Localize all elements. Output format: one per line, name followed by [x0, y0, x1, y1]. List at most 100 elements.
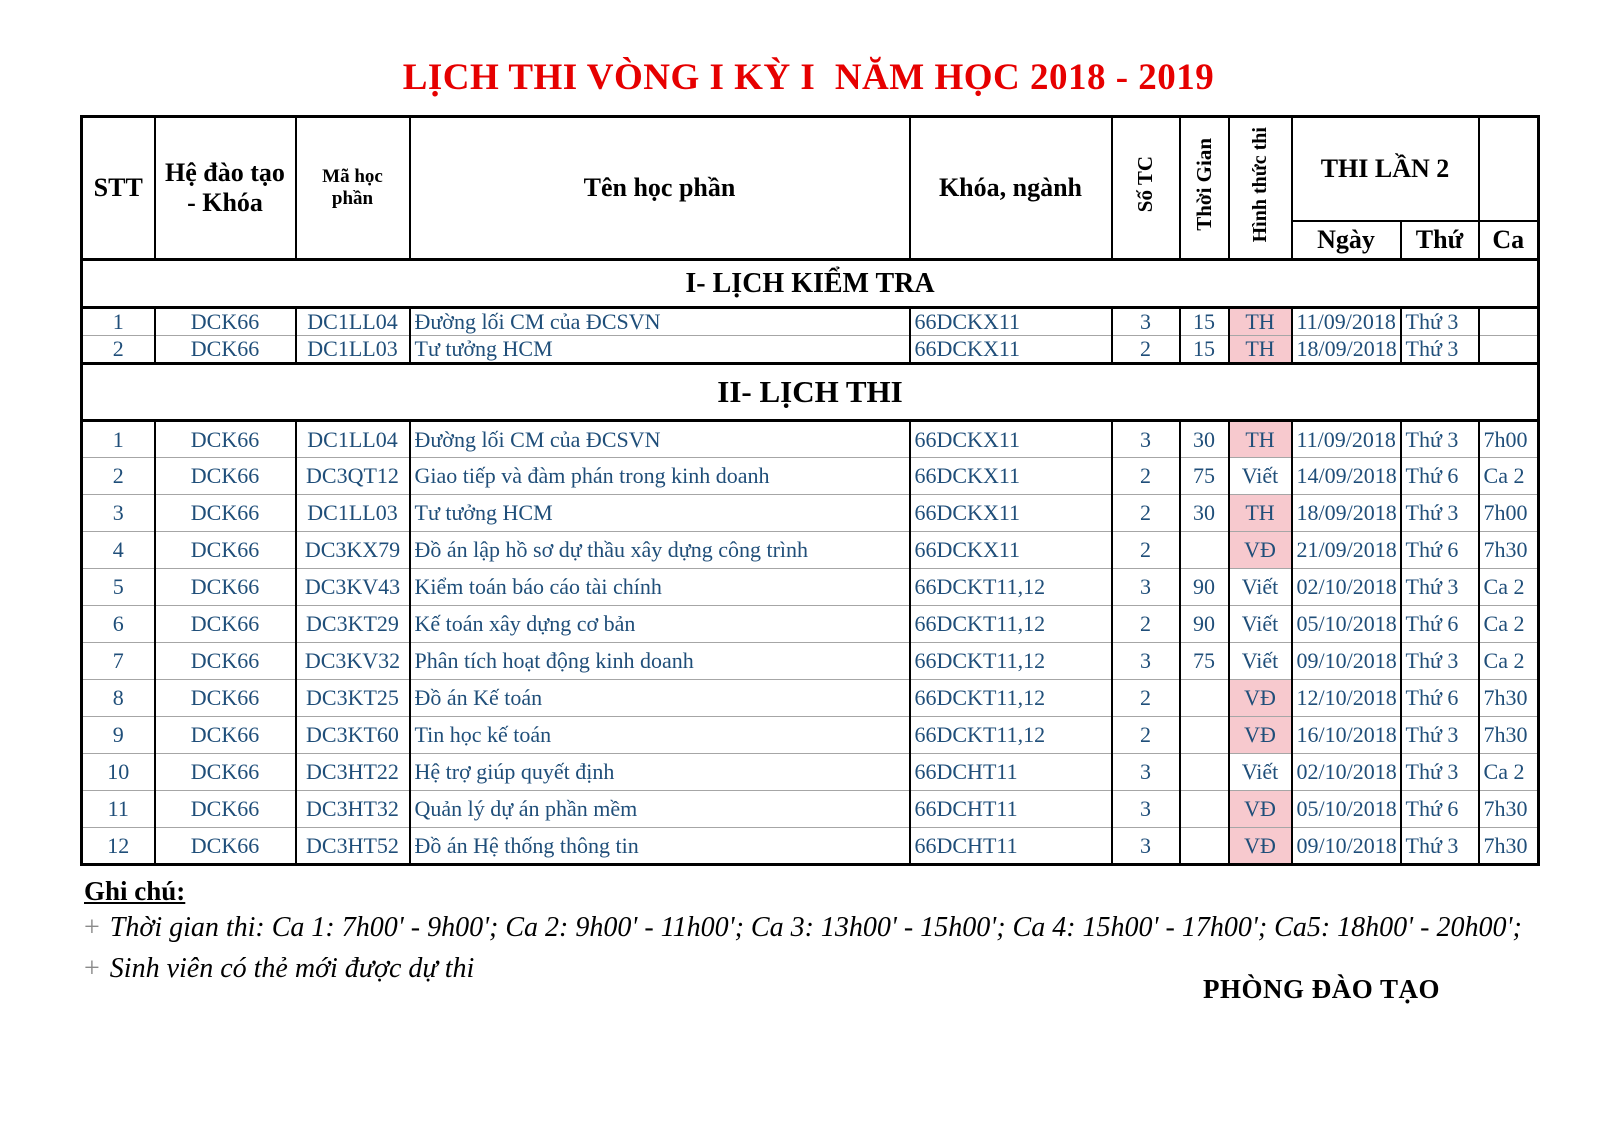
cell-khoa-nganh: 66DCKT11,12 — [908, 605, 1113, 643]
cell-ca: Ca 2 — [1477, 605, 1540, 643]
cell-so-tc: 3 — [1110, 790, 1181, 828]
cell-khoa-nganh: 66DCKX11 — [908, 335, 1113, 364]
table-row: 7 DCK66 DC3KV32 Phân tích hoạt động kinh do… — [80, 642, 1540, 680]
section-band: I- LỊCH KIỂM TRA — [79, 258, 1541, 309]
cell-thu: Thứ 6 — [1399, 531, 1480, 569]
cell-ten-hoc-phan: Tư tưởng HCM — [408, 335, 911, 364]
cell-hinh-thuc: VĐ — [1227, 827, 1293, 865]
cell-ngay: 11/09/2018 — [1290, 307, 1402, 336]
cell-thu: Thứ 6 — [1399, 790, 1480, 828]
cell-thu: Thứ 3 — [1399, 827, 1480, 865]
table-row: 2 DCK66 DC1LL03 Tư tưởng HCM 66DCKX11 2 15 TH 18… — [80, 335, 1540, 364]
cell-stt: 10 — [80, 753, 156, 791]
cell-stt: 8 — [80, 679, 156, 717]
cell-ma-hoc-phan: DC1LL04 — [294, 420, 411, 458]
cell-khoa-nganh: 66DCKT11,12 — [908, 642, 1113, 680]
cell-ten-hoc-phan: Phân tích hoạt động kinh doanh — [408, 642, 911, 680]
cell-ngay: 05/10/2018 — [1290, 790, 1402, 828]
table-row: 4 DCK66 DC3KX79 Đồ án lập hồ sơ dự thầu xây… — [80, 531, 1540, 569]
cell-thu: Thứ 6 — [1399, 679, 1480, 717]
cell-ma-hoc-phan: DC1LL03 — [294, 494, 411, 532]
cell-ngay: 09/10/2018 — [1290, 642, 1402, 680]
cell-ca: 7h00 — [1477, 494, 1540, 532]
cell-khoa-nganh: 66DCHT11 — [908, 753, 1113, 791]
cell-so-tc: 2 — [1110, 457, 1181, 495]
header-thu: Thứ — [1399, 219, 1480, 261]
cell-ten-hoc-phan: Hệ trợ giúp quyết định — [408, 753, 911, 791]
cell-ngay: 14/09/2018 — [1290, 457, 1402, 495]
cell-ma-hoc-phan: DC1LL03 — [294, 335, 411, 364]
cell-khoa-nganh: 66DCKX11 — [908, 457, 1113, 495]
cell-so-tc: 2 — [1110, 605, 1181, 643]
cell-so-tc: 2 — [1110, 531, 1181, 569]
table-row: 1 DCK66 DC1LL04 Đường lối CM của ĐCSVN 66DCK… — [80, 420, 1540, 458]
cell-thoi-gian: 15 — [1178, 307, 1230, 336]
cell-ma-hoc-phan: DC3KV32 — [294, 642, 411, 680]
cell-ten-hoc-phan: Đồ án Hệ thống thông tin — [408, 827, 911, 865]
header-thi-lan-2: THI LẦN 2 — [1290, 115, 1480, 222]
cell-he-dao-tao: DCK66 — [153, 605, 297, 643]
cell-ten-hoc-phan: Đường lối CM của ĐCSVN — [408, 307, 911, 336]
cell-thoi-gian: 30 — [1178, 420, 1230, 458]
cell-ca: 7h30 — [1477, 790, 1540, 828]
cell-ca: 7h30 — [1477, 716, 1540, 754]
cell-ca: Ca 2 — [1477, 568, 1540, 606]
header-ngay: Ngày — [1290, 219, 1402, 261]
cell-so-tc: 3 — [1110, 642, 1181, 680]
cell-ca: Ca 2 — [1477, 642, 1540, 680]
cell-hinh-thuc: VĐ — [1227, 531, 1293, 569]
header-thoi-gian-label: Thời Gian — [1191, 138, 1216, 231]
cell-hinh-thuc: Viết — [1227, 568, 1293, 606]
cell-ngay: 05/10/2018 — [1290, 605, 1402, 643]
cell-so-tc: 3 — [1110, 568, 1181, 606]
cell-thu: Thứ 3 — [1399, 420, 1480, 458]
cell-thoi-gian — [1178, 679, 1230, 717]
cell-he-dao-tao: DCK66 — [153, 531, 297, 569]
cell-so-tc: 2 — [1110, 679, 1181, 717]
table-row: 10 DCK66 DC3HT22 Hệ trợ giúp quyết định 66DC… — [80, 753, 1540, 791]
cell-ngay: 09/10/2018 — [1290, 827, 1402, 865]
cell-thu: Thứ 6 — [1399, 605, 1480, 643]
cell-ten-hoc-phan: Quản lý dự án phần mềm — [408, 790, 911, 828]
cell-thoi-gian — [1178, 827, 1230, 865]
cell-khoa-nganh: 66DCHT11 — [908, 827, 1113, 865]
cell-hinh-thuc: Viết — [1227, 642, 1293, 680]
cell-ca — [1477, 335, 1540, 364]
cell-ten-hoc-phan: Đồ án Kế toán — [408, 679, 911, 717]
cell-thoi-gian — [1178, 790, 1230, 828]
cell-hinh-thuc: Viết — [1227, 753, 1293, 791]
header-stt: STT — [80, 115, 156, 261]
cell-ma-hoc-phan: DC3KT29 — [294, 605, 411, 643]
cell-thoi-gian: 75 — [1178, 642, 1230, 680]
cell-ca: Ca 2 — [1477, 753, 1540, 791]
section-title: II- LỊCH THI — [79, 362, 1541, 422]
note-bullet: + — [84, 912, 100, 943]
cell-stt: 7 — [80, 642, 156, 680]
table-row: 12 DCK66 DC3HT52 Đồ án Hệ thống thông tin 66… — [80, 827, 1540, 865]
cell-thoi-gian: 75 — [1178, 457, 1230, 495]
cell-thu: Thứ 3 — [1399, 307, 1480, 336]
cell-he-dao-tao: DCK66 — [153, 457, 297, 495]
cell-so-tc: 3 — [1110, 420, 1181, 458]
cell-ten-hoc-phan: Đường lối CM của ĐCSVN — [408, 420, 911, 458]
cell-ngay: 16/10/2018 — [1290, 716, 1402, 754]
cell-hinh-thuc: TH — [1227, 335, 1293, 364]
table-row: 3 DCK66 DC1LL03 Tư tưởng HCM 66DCKX11 2 30 TH 18… — [80, 494, 1540, 532]
table-row: 5 DCK66 DC3KV43 Kiểm toán báo cáo tài chính… — [80, 568, 1540, 606]
cell-ngay: 18/09/2018 — [1290, 335, 1402, 364]
cell-hinh-thuc: Viết — [1227, 457, 1293, 495]
header-he-dao-tao-line2: - Khóa — [187, 188, 263, 217]
cell-ma-hoc-phan: DC3KT25 — [294, 679, 411, 717]
cell-he-dao-tao: DCK66 — [153, 753, 297, 791]
cell-ten-hoc-phan: Giao tiếp và đàm phán trong kinh doanh — [408, 457, 911, 495]
cell-thu: Thứ 3 — [1399, 753, 1480, 791]
cell-so-tc: 3 — [1110, 307, 1181, 336]
cell-thu: Thứ 6 — [1399, 457, 1480, 495]
cell-he-dao-tao: DCK66 — [153, 568, 297, 606]
table-row: 2 DCK66 DC3QT12 Giao tiếp và đàm phán trong… — [80, 457, 1540, 495]
table-row: 9 DCK66 DC3KT60 Tin học kế toán 66DCKT11,12 2… — [80, 716, 1540, 754]
cell-so-tc: 2 — [1110, 716, 1181, 754]
cell-khoa-nganh: 66DCKX11 — [908, 420, 1113, 458]
exam-schedule-table: STT Hệ đào tạo - Khóa Mã học phần Tên họ… — [79, 115, 1541, 866]
